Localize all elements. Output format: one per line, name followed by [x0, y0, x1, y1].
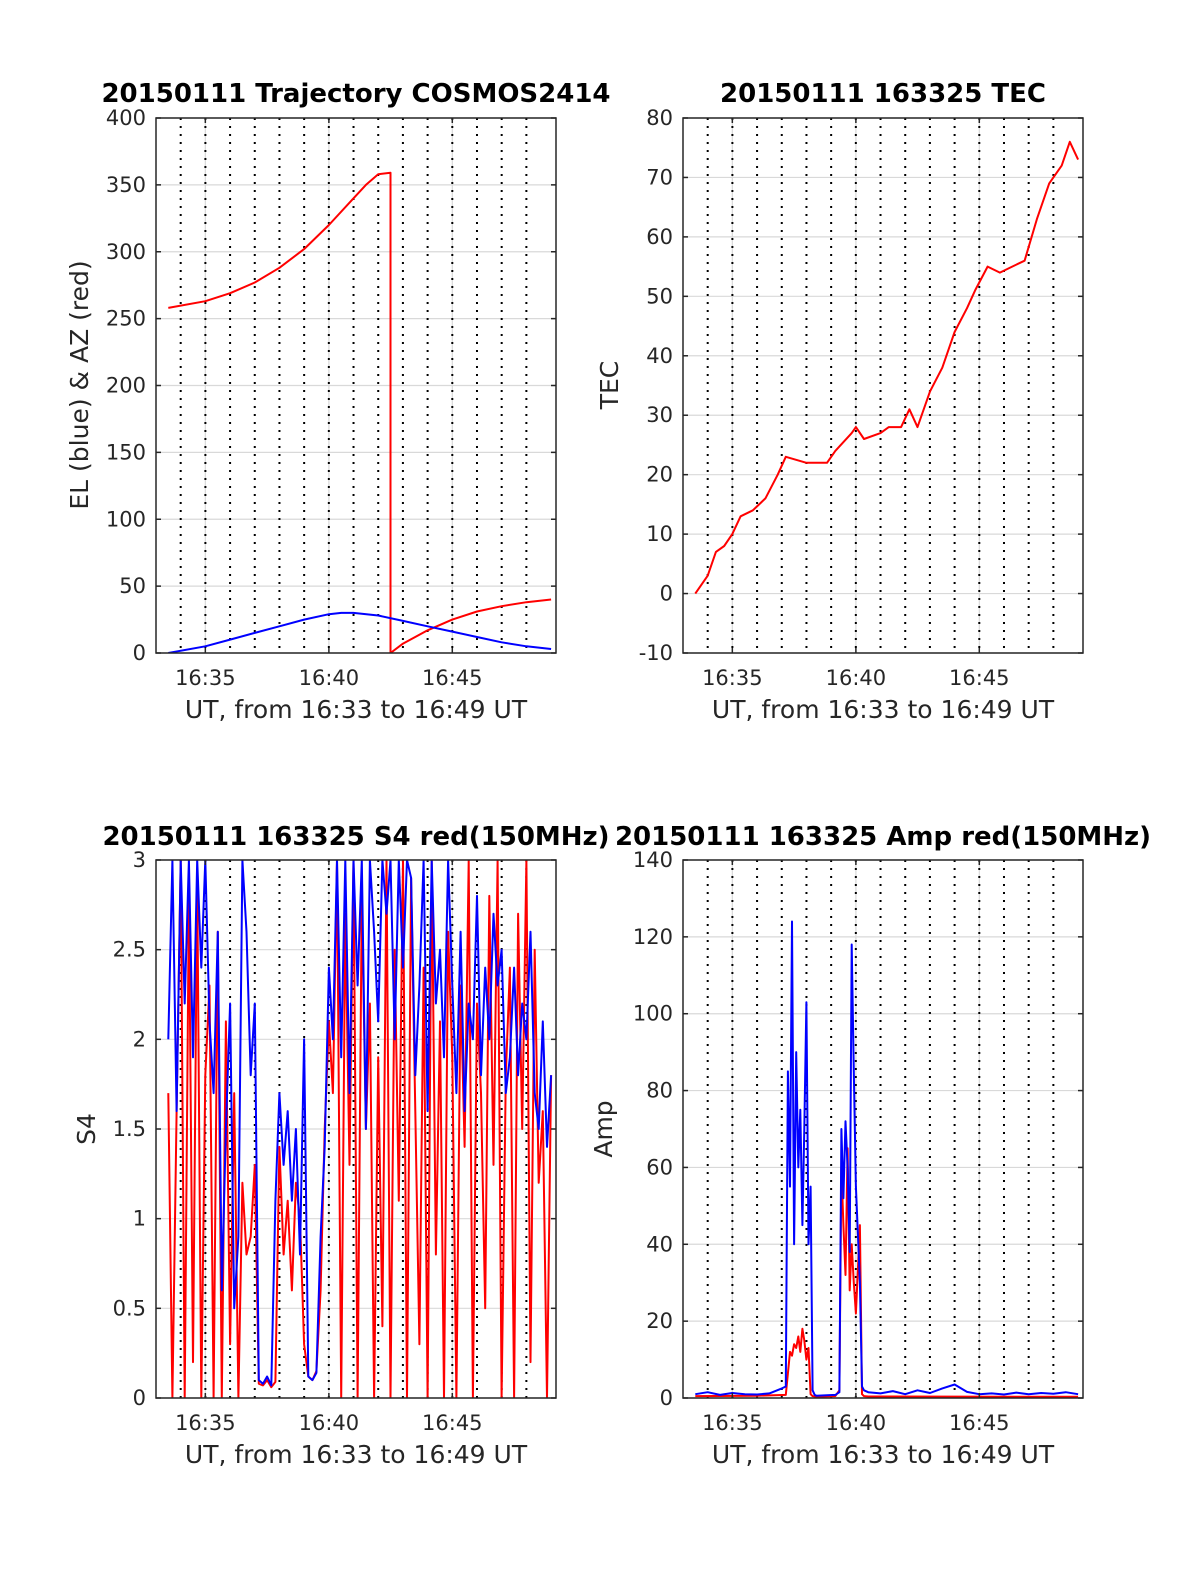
axes-box [682, 859, 1084, 1399]
x-tick-label: 16:45 [422, 666, 483, 690]
y-tick-label: 100 [106, 507, 146, 531]
series-line-red [168, 171, 552, 653]
y-tick-label: 0 [133, 641, 146, 665]
xlabel-amp: UT, from 16:33 to 16:49 UT [712, 1440, 1055, 1469]
x-tick-label: 16:35 [702, 666, 763, 690]
ylabel-trajectory: EL (blue) & AZ (red) [65, 260, 94, 509]
y-tick-label: 60 [646, 225, 673, 249]
y-tick-label: 1 [133, 1207, 146, 1231]
x-tick-label: 16:45 [949, 666, 1010, 690]
panel-trajectory: 0 50 100 150 200 250 300 350 400 16:35 16:40 16:45 2… [65, 79, 611, 724]
y-tick-label: 150 [106, 440, 146, 464]
xlabel-trajectory: UT, from 16:33 to 16:49 UT [185, 695, 528, 724]
y-tick-label: 0 [133, 1386, 146, 1410]
y-tick-label: 50 [119, 574, 146, 598]
y-tick-label: 70 [646, 165, 673, 189]
y-tick-label: 0.5 [113, 1296, 146, 1320]
x-tick-label: 16:45 [949, 1411, 1010, 1435]
y-tick-label: 400 [106, 106, 146, 130]
xlabel-s4: UT, from 16:33 to 16:49 UT [185, 1440, 528, 1469]
series-line-blue [168, 611, 552, 653]
title-amp: 20150111 163325 Amp red(150MHz) [615, 822, 1151, 852]
y-tick-label: 60 [646, 1155, 673, 1179]
plot-area [683, 118, 1083, 653]
xlabel-tec: UT, from 16:33 to 16:49 UT [712, 695, 1055, 724]
y-tick-label: 2.5 [113, 938, 146, 962]
y-tick-label: 140 [633, 848, 673, 872]
y-tick-label: 0 [660, 1386, 673, 1410]
series-line-red [695, 1147, 1079, 1398]
title-tec: 20150111 163325 TEC [720, 79, 1046, 109]
x-tick-label: 16:40 [826, 666, 887, 690]
y-tick-label: 20 [646, 1309, 673, 1333]
y-tick-label: 120 [633, 925, 673, 949]
y-tick-label: 1.5 [113, 1117, 146, 1141]
y-tick-label: 30 [646, 403, 673, 427]
y-tick-label: 100 [633, 1002, 673, 1026]
axes-box [682, 117, 1084, 654]
y-tick-label: 80 [646, 1079, 673, 1103]
plot-area [683, 860, 1083, 1398]
series-line-blue [167, 860, 553, 1387]
series-line-red [694, 140, 1080, 595]
x-tick-label: 16:35 [175, 1411, 236, 1435]
ylabel-s4: S4 [72, 1113, 101, 1145]
y-tick-label: 2 [133, 1027, 146, 1051]
panel-tec: -10 0 10 20 30 40 50 60 70 80 16:35 16:40 16:45 20150… [595, 79, 1084, 724]
x-tick-label: 16:35 [175, 666, 236, 690]
panel-amp: 0 20 40 60 80 100 120 140 16:35 16:40 16:45 2015011… [589, 822, 1151, 1469]
x-tick-label: 16:45 [422, 1411, 483, 1435]
x-tick-label: 16:35 [702, 1411, 763, 1435]
title-trajectory: 20150111 Trajectory COSMOS2414 [101, 79, 610, 109]
x-tick-label: 16:40 [826, 1411, 887, 1435]
y-tick-label: -10 [639, 641, 673, 665]
y-tick-label: 10 [646, 522, 673, 546]
y-tick-label: 80 [646, 106, 673, 130]
ylabel-tec: TEC [595, 361, 624, 411]
y-tick-label: 200 [106, 374, 146, 398]
panel-s4: 0 0.5 1 1.5 2 2.5 3 16:35 16:40 16:45 20150111 163… [72, 822, 610, 1469]
title-s4: 20150111 163325 S4 red(150MHz) [102, 822, 609, 852]
y-tick-label: 40 [646, 1232, 673, 1256]
x-tick-label: 16:40 [299, 666, 360, 690]
y-tick-label: 300 [106, 240, 146, 264]
y-tick-label: 250 [106, 307, 146, 331]
y-tick-label: 350 [106, 173, 146, 197]
x-tick-label: 16:40 [299, 1411, 360, 1435]
y-tick-label: 3 [133, 848, 146, 872]
y-tick-label: 20 [646, 463, 673, 487]
ylabel-amp: Amp [589, 1100, 618, 1157]
y-tick-label: 0 [660, 582, 673, 606]
series-line-blue [695, 920, 1079, 1397]
y-tick-label: 50 [646, 284, 673, 308]
y-tick-label: 40 [646, 344, 673, 368]
